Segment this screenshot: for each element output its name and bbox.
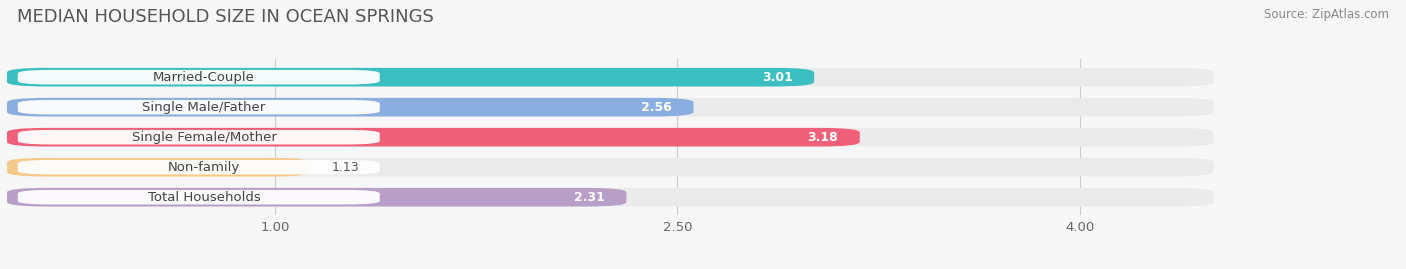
FancyBboxPatch shape: [18, 190, 380, 204]
Text: Non-family: Non-family: [167, 161, 240, 174]
FancyBboxPatch shape: [7, 158, 311, 176]
FancyBboxPatch shape: [7, 188, 627, 207]
FancyBboxPatch shape: [7, 128, 1213, 147]
FancyBboxPatch shape: [7, 188, 1213, 207]
FancyBboxPatch shape: [18, 160, 380, 175]
Text: Total Households: Total Households: [148, 191, 260, 204]
FancyBboxPatch shape: [7, 158, 1213, 176]
FancyBboxPatch shape: [18, 130, 380, 144]
FancyBboxPatch shape: [7, 98, 693, 116]
FancyBboxPatch shape: [7, 98, 1213, 116]
Text: Married-Couple: Married-Couple: [153, 71, 254, 84]
FancyBboxPatch shape: [18, 70, 380, 84]
Text: 3.01: 3.01: [762, 71, 793, 84]
Text: Single Female/Mother: Single Female/Mother: [132, 131, 277, 144]
FancyBboxPatch shape: [7, 128, 859, 147]
FancyBboxPatch shape: [7, 68, 1213, 87]
Text: 1.13: 1.13: [332, 161, 359, 174]
Text: Single Male/Father: Single Male/Father: [142, 101, 266, 114]
FancyBboxPatch shape: [7, 68, 814, 87]
FancyBboxPatch shape: [18, 100, 380, 114]
Text: 3.18: 3.18: [807, 131, 838, 144]
Text: Source: ZipAtlas.com: Source: ZipAtlas.com: [1264, 8, 1389, 21]
Text: MEDIAN HOUSEHOLD SIZE IN OCEAN SPRINGS: MEDIAN HOUSEHOLD SIZE IN OCEAN SPRINGS: [17, 8, 433, 26]
Text: 2.56: 2.56: [641, 101, 672, 114]
Text: 2.31: 2.31: [574, 191, 605, 204]
